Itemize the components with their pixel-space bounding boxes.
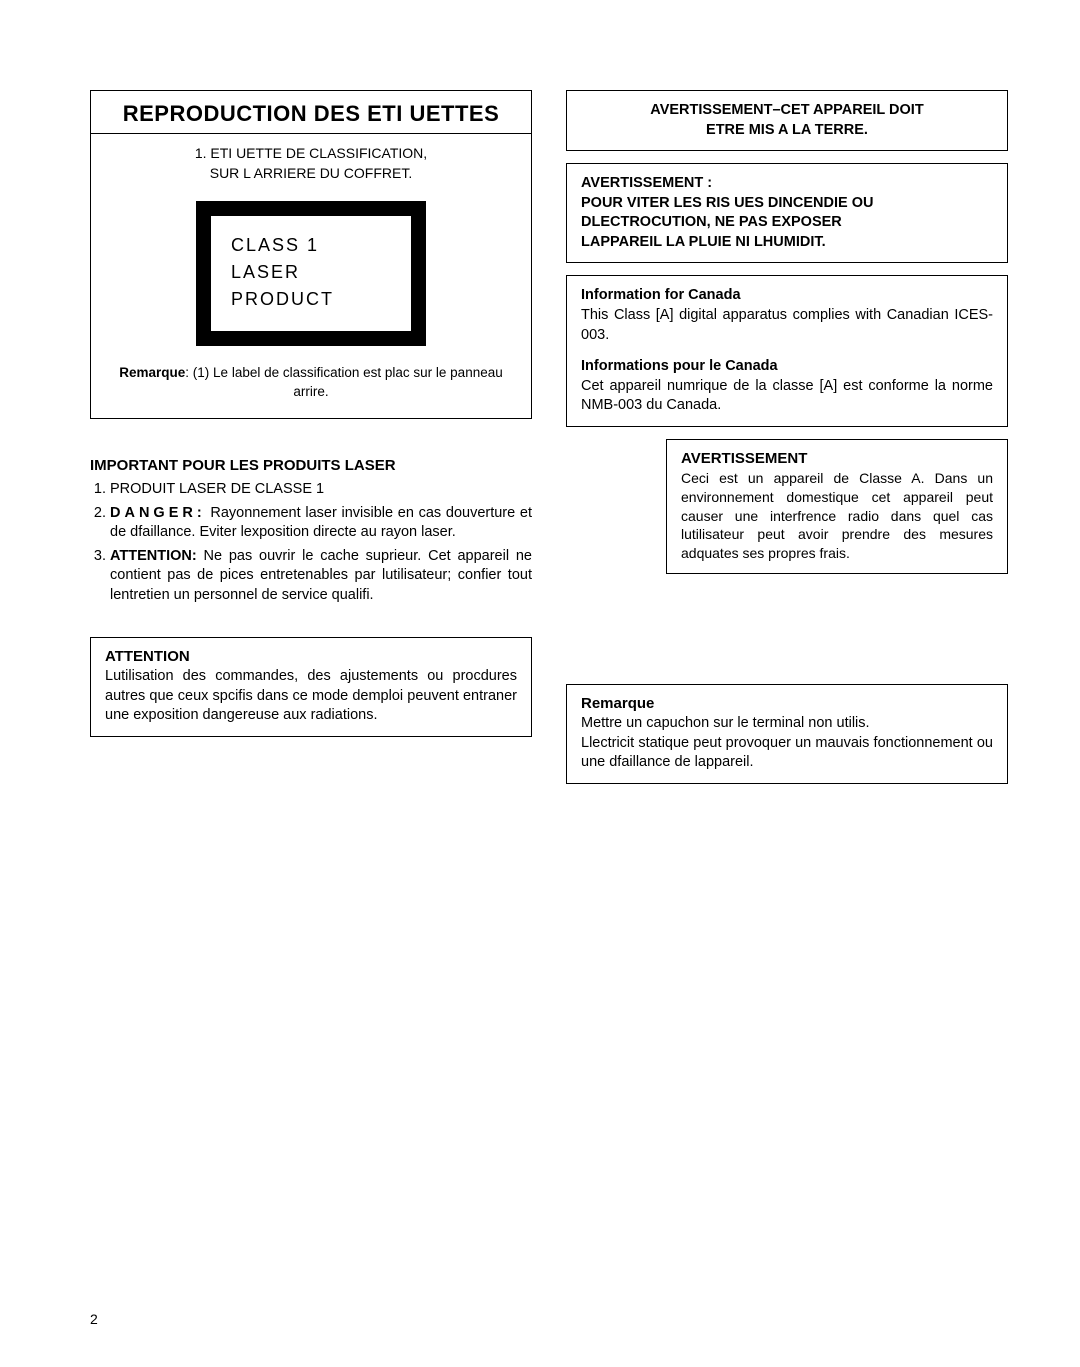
class-a-heading: AVERTISSEMENT xyxy=(681,450,993,467)
canada-en-body: This Class [A] digital apparatus complie… xyxy=(581,306,993,345)
attention-body: Lutilisation des commandes, des ajusteme… xyxy=(105,667,517,726)
canada-info-box: Information for Canada This Class [A] di… xyxy=(566,275,1008,426)
repro-subtitle: 1. ETI UETTE DE CLASSIFICATION, SUR L AR… xyxy=(91,144,531,183)
attention-box: ATTENTION Lutilisation des commandes, de… xyxy=(90,637,532,737)
content-columns: REPRODUCTION DES ETI UETTES 1. ETI UETTE… xyxy=(90,90,1008,1327)
page-number: 2 xyxy=(90,1311,532,1327)
remark-heading: Remarque xyxy=(581,695,993,712)
repro-sub-line2: SUR L ARRIERE DU COFFRET. xyxy=(210,165,413,181)
attention-heading: ATTENTION xyxy=(105,648,517,665)
left-column: REPRODUCTION DES ETI UETTES 1. ETI UETTE… xyxy=(90,90,532,1327)
canada-en-heading: Information for Canada xyxy=(581,286,993,306)
repro-sub-line1: 1. ETI UETTE DE CLASSIFICATION, xyxy=(195,145,427,161)
important-item-3: ATTENTION: Ne pas ouvrir le cache suprie… xyxy=(110,547,532,606)
important-item-2-prefix: DANGER: xyxy=(110,505,206,521)
laser-class-label: CLASS 1 LASER PRODUCT xyxy=(196,201,426,346)
fire-shock-warning-box: AVERTISSEMENT : POUR VITER LES RIS UES D… xyxy=(566,163,1008,263)
canada-fr-heading: Informations pour le Canada xyxy=(581,357,993,377)
grounding-line1: AVERTISSEMENT–CET APPAREIL DOIT xyxy=(581,101,993,121)
laser-label-line1: CLASS 1 xyxy=(231,235,319,255)
important-heading: IMPORTANT POUR LES PRODUITS LASER xyxy=(90,457,532,474)
important-laser-section: IMPORTANT POUR LES PRODUITS LASER PRODUI… xyxy=(90,457,532,609)
important-list: PRODUIT LASER DE CLASSE 1 DANGER: Rayonn… xyxy=(90,480,532,605)
label-reproduction-box: REPRODUCTION DES ETI UETTES 1. ETI UETTE… xyxy=(90,90,532,419)
remark-line1: Mettre un capuchon sur le terminal non u… xyxy=(581,714,993,734)
grounding-line2: ETRE MIS A LA TERRE. xyxy=(581,121,993,141)
warning-heading: AVERTISSEMENT : xyxy=(581,174,993,194)
remark-box: Remarque Mettre un capuchon sur le termi… xyxy=(566,684,1008,784)
repro-note-prefix: Remarque xyxy=(119,365,185,380)
laser-label-line2: LASER PRODUCT xyxy=(231,262,334,309)
repro-title: REPRODUCTION DES ETI UETTES xyxy=(91,91,531,134)
important-item-2: DANGER: Rayonnement laser invisible en c… xyxy=(110,504,532,543)
page: REPRODUCTION DES ETI UETTES 1. ETI UETTE… xyxy=(0,0,1080,1367)
grounding-warning-box: AVERTISSEMENT–CET APPAREIL DOIT ETRE MIS… xyxy=(566,90,1008,151)
important-item-3-prefix: ATTENTION: xyxy=(110,548,197,564)
important-item-1-text: PRODUIT LASER DE CLASSE 1 xyxy=(110,481,324,497)
remark-line2: Llectricit statique peut provoquer un ma… xyxy=(581,734,993,773)
important-item-1: PRODUIT LASER DE CLASSE 1 xyxy=(110,480,532,500)
warning-line2: DLECTROCUTION, NE PAS EXPOSER xyxy=(581,213,993,233)
class-a-body: Ceci est un appareil de Classe A. Dans u… xyxy=(681,469,993,563)
repro-note: Remarque: (1) Le label de classification… xyxy=(91,364,531,402)
right-column: AVERTISSEMENT–CET APPAREIL DOIT ETRE MIS… xyxy=(566,90,1008,1327)
canada-fr-body: Cet appareil numrique de la classe [A] e… xyxy=(581,377,993,416)
warning-line1: POUR VITER LES RIS UES DINCENDIE OU xyxy=(581,194,993,214)
warning-line3: LAPPAREIL LA PLUIE NI LHUMIDIT. xyxy=(581,233,993,253)
laser-class-label-inner: CLASS 1 LASER PRODUCT xyxy=(211,216,411,331)
repro-note-body: : (1) Le label de classification est pla… xyxy=(185,365,502,399)
class-a-warning-box: AVERTISSEMENT Ceci est un appareil de Cl… xyxy=(666,439,1008,574)
